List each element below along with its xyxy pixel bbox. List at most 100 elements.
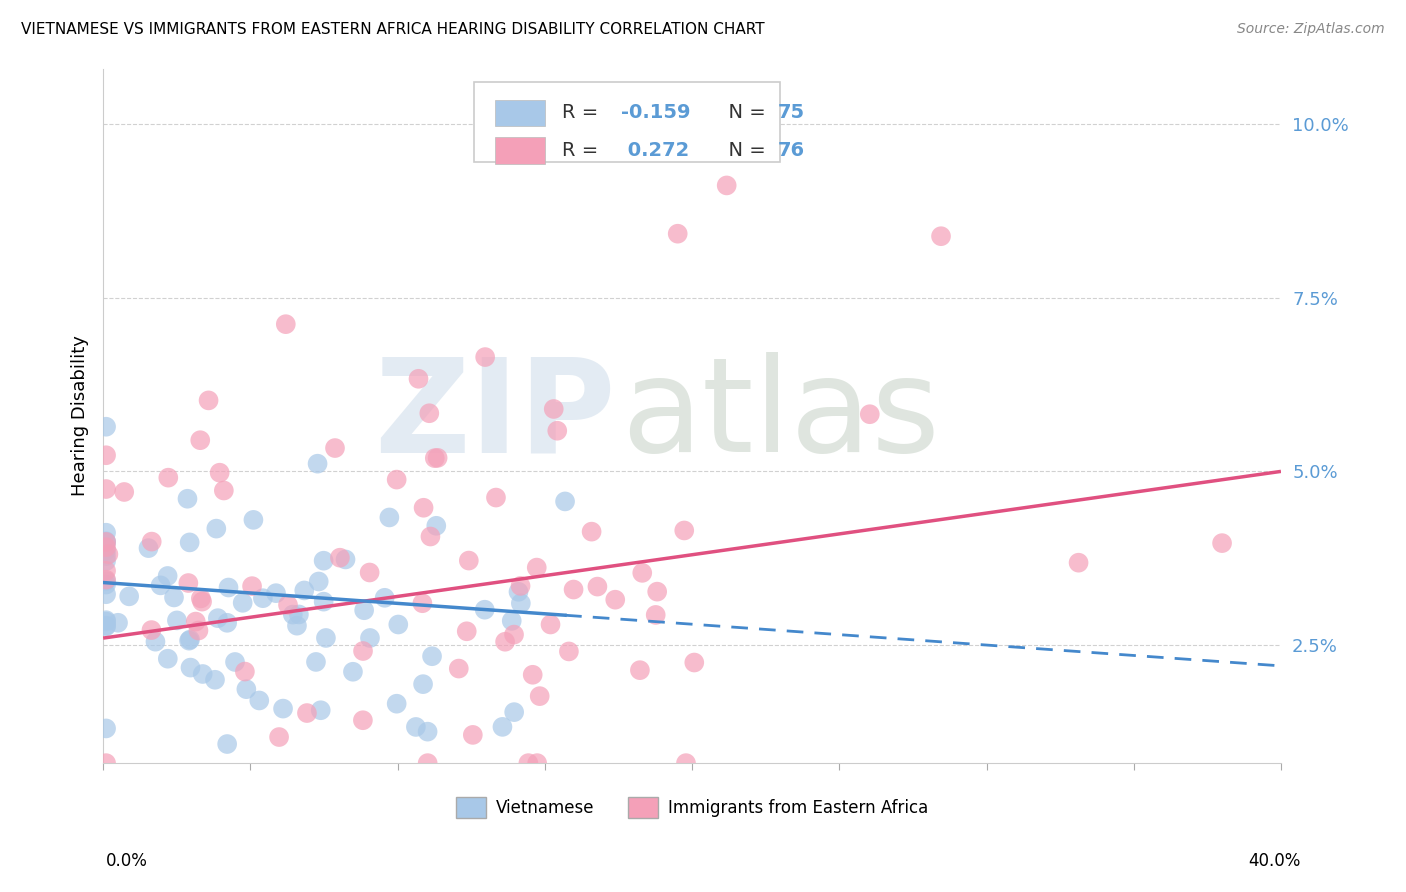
Point: [491, 720, 513, 734]
Point: [447, 662, 470, 676]
Point: [141, 623, 163, 637]
Point: [187, 624, 209, 638]
Point: [188, 434, 211, 448]
Point: [264, 586, 287, 600]
Point: [423, 451, 446, 466]
Point: [207, 611, 229, 625]
Point: [179, 660, 201, 674]
Point: [418, 406, 440, 420]
FancyBboxPatch shape: [495, 137, 544, 163]
Text: 40.0%: 40.0%: [1249, 852, 1301, 870]
Point: [141, 534, 163, 549]
Point: [240, 579, 263, 593]
Point: [461, 728, 484, 742]
Text: 75: 75: [778, 103, 806, 122]
Point: [107, 615, 129, 630]
Point: [288, 607, 311, 622]
Point: [94, 756, 117, 771]
Point: [166, 614, 188, 628]
Point: [94, 613, 117, 627]
Point: [716, 178, 738, 193]
Point: [281, 607, 304, 622]
Point: [191, 594, 214, 608]
Point: [217, 737, 239, 751]
Point: [508, 584, 530, 599]
Point: [94, 574, 117, 588]
Y-axis label: Hearing Disability: Hearing Disability: [72, 335, 89, 496]
FancyBboxPatch shape: [474, 82, 780, 162]
Point: [554, 494, 576, 508]
Point: [94, 535, 117, 549]
Point: [474, 350, 496, 364]
FancyBboxPatch shape: [495, 100, 544, 126]
Point: [235, 682, 257, 697]
Point: [191, 667, 214, 681]
Point: [485, 491, 508, 505]
Point: [509, 596, 531, 610]
Point: [94, 619, 117, 633]
Point: [112, 485, 135, 500]
Point: [233, 665, 256, 679]
Point: [312, 594, 335, 608]
Point: [305, 655, 328, 669]
Point: [673, 524, 696, 538]
Point: [224, 655, 246, 669]
Point: [145, 634, 167, 648]
Point: [425, 518, 447, 533]
Point: [540, 617, 562, 632]
Point: [323, 441, 346, 455]
Point: [94, 722, 117, 736]
Point: [562, 582, 585, 597]
Point: [385, 697, 408, 711]
Point: [190, 591, 212, 606]
Point: [118, 590, 141, 604]
Text: R =: R =: [562, 103, 605, 122]
Point: [474, 603, 496, 617]
Point: [385, 473, 408, 487]
Point: [517, 756, 540, 771]
Text: VIETNAMESE VS IMMIGRANTS FROM EASTERN AFRICA HEARING DISABILITY CORRELATION CHAR: VIETNAMESE VS IMMIGRANTS FROM EASTERN AF…: [21, 22, 765, 37]
Point: [205, 522, 228, 536]
Point: [217, 615, 239, 630]
Point: [177, 633, 200, 648]
Point: [405, 720, 427, 734]
Point: [645, 584, 668, 599]
Point: [387, 617, 409, 632]
Point: [179, 535, 201, 549]
Point: [335, 552, 357, 566]
Point: [94, 549, 117, 563]
Point: [546, 424, 568, 438]
Point: [285, 618, 308, 632]
Point: [94, 540, 117, 554]
Point: [247, 693, 270, 707]
Point: [522, 667, 544, 681]
Point: [271, 701, 294, 715]
Text: ZIP: ZIP: [374, 352, 616, 479]
Point: [197, 393, 219, 408]
Point: [94, 448, 117, 462]
Point: [408, 372, 430, 386]
Point: [675, 756, 697, 771]
Point: [292, 583, 315, 598]
Point: [374, 591, 396, 605]
Point: [252, 591, 274, 606]
Point: [416, 756, 439, 771]
Point: [94, 577, 117, 591]
Point: [526, 560, 548, 574]
Point: [94, 419, 117, 434]
Point: [631, 566, 654, 580]
Point: [242, 513, 264, 527]
Point: [359, 566, 381, 580]
Point: [1211, 536, 1233, 550]
Point: [94, 618, 117, 632]
Point: [503, 705, 526, 719]
Point: [329, 550, 352, 565]
Text: 76: 76: [778, 141, 806, 160]
Point: [628, 663, 651, 677]
Legend: Vietnamese, Immigrants from Eastern Africa: Vietnamese, Immigrants from Eastern Afri…: [450, 790, 935, 824]
Point: [378, 510, 401, 524]
Point: [412, 677, 434, 691]
Point: [342, 665, 364, 679]
Point: [232, 596, 254, 610]
Point: [543, 401, 565, 416]
